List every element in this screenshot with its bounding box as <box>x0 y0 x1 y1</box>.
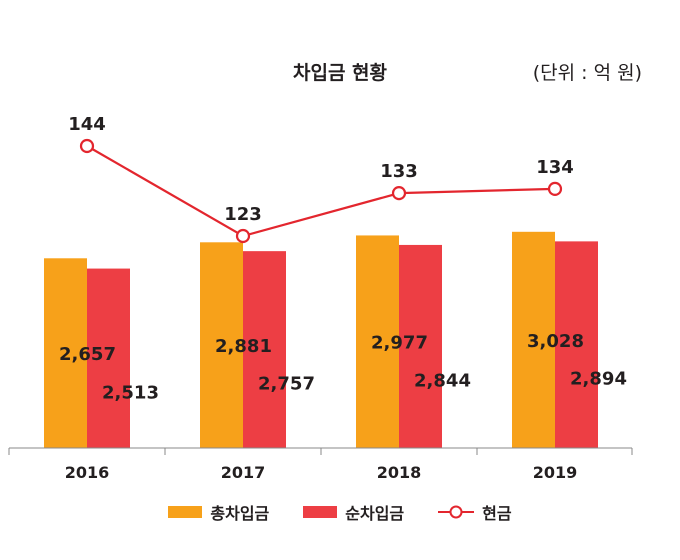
series-line-cash <box>86 145 556 238</box>
legend-label-net-borrowings: 순차입금 <box>345 504 405 523</box>
bar-net-2016 <box>87 268 130 448</box>
data-label-total-2016: 2,657 <box>59 344 116 365</box>
legend: 총차입금 순차입금 현금 <box>0 500 680 524</box>
data-label-total-2019: 3,028 <box>527 331 584 352</box>
x-tick-label-2017: 2017 <box>221 463 266 482</box>
data-label-total-2018: 2,977 <box>371 333 428 354</box>
x-tick-label-2018: 2018 <box>377 463 422 482</box>
bar-total-2016 <box>44 258 87 448</box>
chart-title: 차입금 현황 <box>292 62 387 84</box>
data-label-net-2016: 2,513 <box>102 382 159 403</box>
bar-net-2017 <box>243 251 286 448</box>
data-label-cash-2019: 134 <box>536 157 574 178</box>
legend-item-total-borrowings: 총차입금 <box>168 500 269 524</box>
legend-item-cash: 현금 <box>438 500 512 524</box>
legend-swatch-cash <box>438 505 475 519</box>
data-label-cash-2018: 133 <box>380 161 418 182</box>
bar-net-2019 <box>555 241 598 448</box>
bar-total-2019 <box>512 231 555 448</box>
bar-total-2018 <box>356 235 399 448</box>
unit-label: (단위 : 억 원) <box>532 62 642 84</box>
bar-total-2017 <box>200 242 243 448</box>
legend-label-cash: 현금 <box>482 504 512 523</box>
x-tick-label-2019: 2019 <box>533 463 578 482</box>
point-cash-2019 <box>547 181 563 196</box>
legend-swatch-total-borrowings <box>168 506 203 518</box>
x-tick-label-2016: 2016 <box>65 463 110 482</box>
legend-swatch-net-borrowings <box>303 506 338 518</box>
point-cash-2016 <box>79 138 95 154</box>
data-label-total-2017: 2,881 <box>215 336 272 357</box>
point-cash-2017 <box>235 228 251 244</box>
bar-net-2018 <box>399 244 442 448</box>
point-cash-2018 <box>391 186 407 201</box>
legend-item-net-borrowings: 순차입금 <box>303 500 404 524</box>
data-label-net-2018: 2,844 <box>414 370 471 391</box>
data-label-net-2019: 2,894 <box>570 369 627 390</box>
data-label-net-2017: 2,757 <box>258 374 315 395</box>
data-label-cash-2016: 144 <box>68 114 106 135</box>
data-label-cash-2017: 123 <box>224 204 262 225</box>
legend-label-total-borrowings: 총차입금 <box>210 504 270 523</box>
